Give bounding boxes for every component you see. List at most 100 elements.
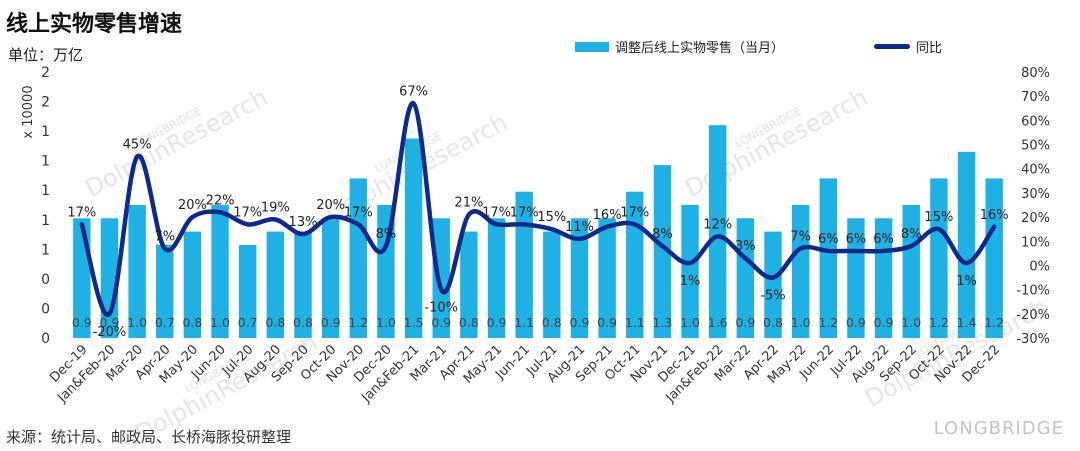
line-value-label: 8% xyxy=(901,227,922,242)
unit-label: 单位：万亿 xyxy=(8,46,84,64)
bar xyxy=(985,178,1003,338)
bar-value-label: 0.7 xyxy=(238,315,258,330)
bar-value-label: 1.6 xyxy=(708,315,728,330)
x-tick-label: Dec-22 xyxy=(960,342,1003,385)
line-value-label: 19% xyxy=(261,201,290,216)
x-tick-label: Nov-22 xyxy=(932,342,975,385)
line-value-label: 6% xyxy=(873,232,894,247)
line-value-label: -20% xyxy=(93,325,127,340)
bar xyxy=(377,205,395,338)
line-value-label: 13% xyxy=(289,215,318,230)
bar-value-label: 1.2 xyxy=(929,315,949,330)
legend-swatch-bar xyxy=(575,41,609,52)
bar-value-labels: 0.9 0.9 1.0 0.7 0.8 1.0 0.7 0.8 0.8 0.9 1.2 1.0 1.5 0… xyxy=(72,315,1004,330)
x-tick-label: Mar-21 xyxy=(408,342,450,384)
bar xyxy=(764,231,782,338)
x-tick-label: May-20 xyxy=(157,342,201,386)
line-value-label: 15% xyxy=(537,210,566,225)
y-right-tick-label: -30% xyxy=(1016,332,1050,347)
bar-value-label: 1.4 xyxy=(957,315,977,330)
bar-value-label: 1.1 xyxy=(625,315,645,330)
x-tick-label: Oct-20 xyxy=(298,342,340,384)
x-tick-label: Apr-21 xyxy=(437,342,478,383)
source-note: 来源：统计局、邮政局、长桥海豚投研整理 xyxy=(6,428,292,446)
x-tick-label: Aug-21 xyxy=(545,342,589,386)
bar-value-label: 0.9 xyxy=(846,315,866,330)
bar xyxy=(681,205,699,338)
line-value-label: 21% xyxy=(454,196,483,211)
y-right-tick-label: -20% xyxy=(1016,308,1050,323)
bar xyxy=(708,125,727,338)
bar xyxy=(238,244,257,338)
bar-value-label: 0.9 xyxy=(100,315,120,330)
x-tick-label: Jan&Feb-20 xyxy=(54,342,118,406)
line-value-label: 7% xyxy=(790,230,811,245)
x-tick-label: Dec-19 xyxy=(47,342,90,385)
line-value-labels: 17%-20%45%7%20%22%17%19%13%20%17%8%67%-1… xyxy=(67,84,1008,339)
y-left-tick-label: 1 xyxy=(41,124,50,140)
y-right-tick-label: 30% xyxy=(1021,187,1050,202)
y-left-tick-label: 1 xyxy=(41,242,50,258)
line-value-label: 7% xyxy=(154,230,175,245)
x-tick-label: Sep-22 xyxy=(877,342,920,385)
legend-label-bars: 调整后线上实物零售（当月） xyxy=(615,41,785,56)
bar-value-label: 1.0 xyxy=(680,315,700,330)
watermark-corner-brand: LONGBRIDGE xyxy=(934,418,1064,439)
bar xyxy=(902,205,920,338)
y-right-tick-label: 40% xyxy=(1021,163,1050,178)
line-value-label: 1% xyxy=(956,274,977,289)
legend-label-line: 同比 xyxy=(916,41,943,56)
y-left-tick-label: 1 xyxy=(41,213,50,229)
x-tick-label: Jan&Feb-22 xyxy=(663,342,727,406)
legend-item-bars: 调整后线上实物零售（当月） xyxy=(575,37,784,56)
bar xyxy=(460,231,478,338)
bar-value-label: 0.8 xyxy=(182,315,202,330)
x-tick-label: Oct-21 xyxy=(602,342,644,384)
x-tick-label: Dec-21 xyxy=(655,342,698,385)
bar-value-label: 1.5 xyxy=(404,315,424,330)
legend-item-line: 同比 xyxy=(874,37,942,56)
line-value-label: 17% xyxy=(482,205,511,220)
line-value-label: 16% xyxy=(980,208,1009,223)
bar-value-label: 1.0 xyxy=(127,315,147,330)
bar xyxy=(73,218,91,338)
bar xyxy=(128,205,146,338)
y-right-tick-label: 60% xyxy=(1021,114,1050,129)
bar xyxy=(266,231,285,338)
bar-value-label: 1.1 xyxy=(514,315,534,330)
x-tick-label: Jun-21 xyxy=(492,342,533,383)
x-tick-label: Aug-20 xyxy=(241,342,285,386)
bar xyxy=(183,231,202,338)
bar-value-label: 1.2 xyxy=(818,315,838,330)
x-tick-label: Sep-20 xyxy=(269,342,312,385)
watermark-brand: LONGBRIDGE xyxy=(733,104,804,150)
bar xyxy=(598,218,616,338)
y-axis-left-title: x 10000 xyxy=(21,85,36,138)
x-tick-label: Dec-20 xyxy=(351,342,394,385)
bar xyxy=(211,205,229,338)
x-tick-label: May-21 xyxy=(461,342,505,386)
x-tick-label: Jul-20 xyxy=(219,342,256,379)
y-left-tick-label: 0 xyxy=(41,331,50,347)
line-value-label: 8% xyxy=(376,227,397,242)
bar xyxy=(791,205,810,338)
bar-value-label: 0.7 xyxy=(155,315,175,330)
watermark-brand: LONGBRIDGE xyxy=(373,129,444,175)
bar xyxy=(957,151,976,338)
x-tick-label: Jan&Feb-21 xyxy=(358,342,422,406)
x-axis: Dec-19Jan&Feb-20Mar-20Apr-20May-20Jun-20… xyxy=(47,342,1003,406)
watermark-text: DolphinResearch xyxy=(320,108,512,228)
line-value-label: 1% xyxy=(680,274,701,289)
bar xyxy=(543,231,561,338)
y-axis-left: 0 0 0 1 1 1 1 1 2 2 xyxy=(41,65,50,347)
bar-value-label: 0.9 xyxy=(72,315,92,330)
bar-value-label: 0.9 xyxy=(487,315,507,330)
bar-series xyxy=(73,125,1003,338)
bar-value-label: 1.0 xyxy=(791,315,811,330)
y-left-tick-label: 0 xyxy=(41,272,50,288)
line-value-label: 45% xyxy=(123,138,152,153)
